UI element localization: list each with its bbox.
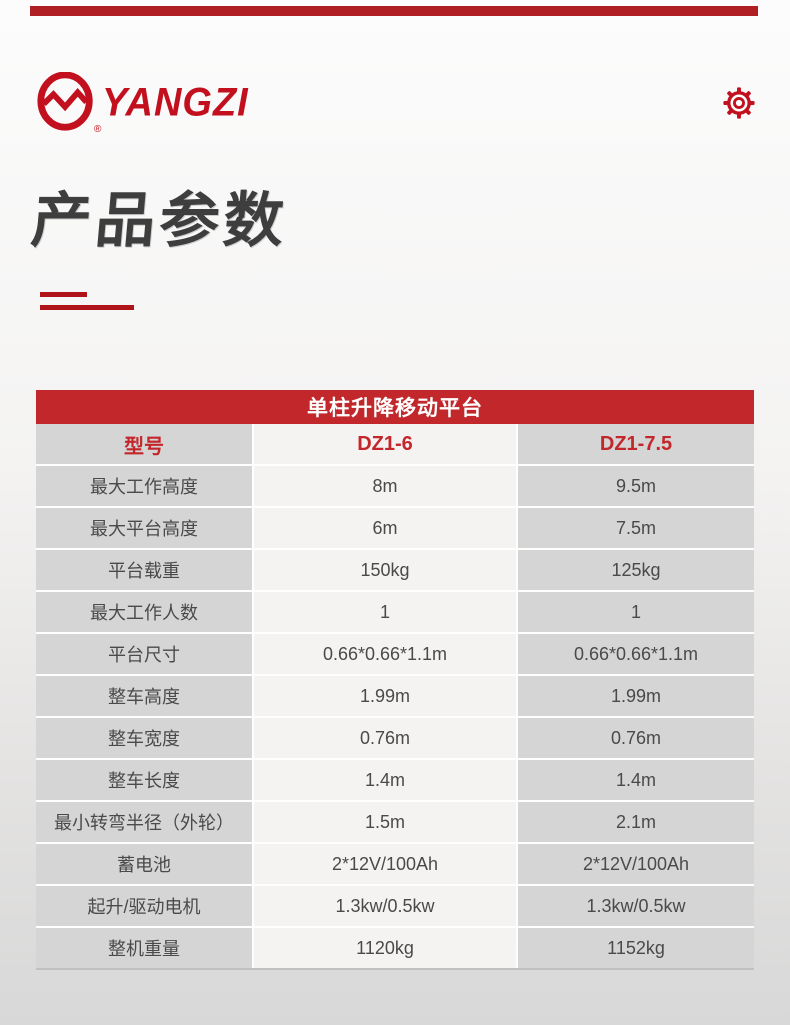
- spec-value-cell: 1: [518, 592, 754, 632]
- spec-value-cell: 9.5m: [518, 466, 754, 506]
- spec-value-cell: 6m: [254, 508, 516, 548]
- gear-icon[interactable]: [722, 86, 756, 120]
- spec-value-cell: 1.4m: [254, 760, 516, 800]
- top-accent-bar: [30, 6, 758, 16]
- spec-value-cell: 0.76m: [518, 718, 754, 758]
- spec-value-cell: 1120kg: [254, 928, 516, 968]
- brand-name: YANGZI: [102, 80, 249, 125]
- registered-trademark: ®: [94, 124, 102, 135]
- spec-table-title: 单柱升降移动平台: [36, 390, 754, 424]
- spec-label-cell: 蓄电池: [36, 844, 252, 884]
- spec-value-cell: 0.66*0.66*1.1m: [518, 634, 754, 674]
- spec-value-cell: 1.99m: [254, 676, 516, 716]
- spec-value-cell: 2*12V/100Ah: [254, 844, 516, 884]
- page-title: 产品参数: [28, 187, 291, 254]
- spec-value-cell: 125kg: [518, 550, 754, 590]
- spec-value-cell: 1.4m: [518, 760, 754, 800]
- spec-value-cell: 1.3kw/0.5kw: [518, 886, 754, 926]
- spec-label-cell: 整车宽度: [36, 718, 252, 758]
- spec-label-cell: 最大平台高度: [36, 508, 252, 548]
- spec-label-cell: 最大工作人数: [36, 592, 252, 632]
- spec-label-cell: 整车长度: [36, 760, 252, 800]
- spec-value-cell: 1.99m: [518, 676, 754, 716]
- spec-table-body: 型号 DZ1-6 DZ1-7.5 最大工作高度 8m 9.5m 最大平台高度 6…: [36, 424, 754, 970]
- title-underline-long: [40, 305, 134, 310]
- brand-logo: ® YANGZI: [36, 72, 249, 135]
- column-header-model: 型号: [36, 424, 252, 464]
- spec-label-cell: 平台载重: [36, 550, 252, 590]
- spec-value-cell: 1.3kw/0.5kw: [254, 886, 516, 926]
- spec-value-cell: 2*12V/100Ah: [518, 844, 754, 884]
- spec-value-cell: 0.76m: [254, 718, 516, 758]
- spec-value-cell: 1152kg: [518, 928, 754, 968]
- spec-label-cell: 最小转弯半径（外轮）: [36, 802, 252, 842]
- column-header-dz1-6: DZ1-6: [254, 424, 516, 464]
- spec-label-cell: 最大工作高度: [36, 466, 252, 506]
- column-header-dz1-7-5: DZ1-7.5: [518, 424, 754, 464]
- spec-value-cell: 150kg: [254, 550, 516, 590]
- yangzi-logo-icon: [37, 72, 93, 131]
- spec-table: 单柱升降移动平台 型号 DZ1-6 DZ1-7.5 最大工作高度 8m 9.5m…: [36, 390, 754, 970]
- spec-value-cell: 1: [254, 592, 516, 632]
- spec-value-cell: 8m: [254, 466, 516, 506]
- spec-label-cell: 整机重量: [36, 928, 252, 968]
- title-underline-short: [40, 292, 87, 297]
- spec-value-cell: 2.1m: [518, 802, 754, 842]
- spec-value-cell: 0.66*0.66*1.1m: [254, 634, 516, 674]
- spec-label-cell: 起升/驱动电机: [36, 886, 252, 926]
- spec-value-cell: 1.5m: [254, 802, 516, 842]
- spec-label-cell: 整车高度: [36, 676, 252, 716]
- spec-label-cell: 平台尺寸: [36, 634, 252, 674]
- spec-value-cell: 7.5m: [518, 508, 754, 548]
